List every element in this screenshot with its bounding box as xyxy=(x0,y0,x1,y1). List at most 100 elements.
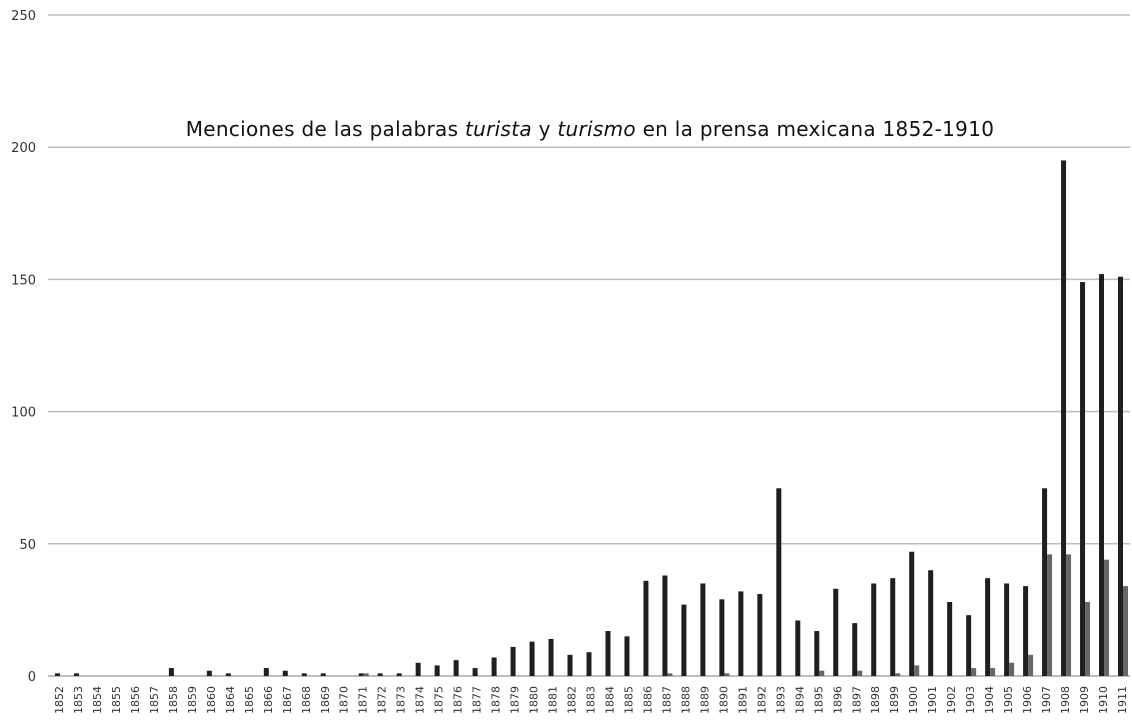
x-tick-label: 1896 xyxy=(831,686,844,714)
x-tick-label: 1858 xyxy=(167,686,180,714)
x-tick-label: 1887 xyxy=(660,686,673,714)
bar-series-1 xyxy=(225,673,231,676)
x-tick-label: 1864 xyxy=(224,686,237,714)
x-tick-label: 1869 xyxy=(319,686,332,714)
x-tick-label: 1903 xyxy=(964,686,977,714)
chart-title: Menciones de las palabras turista y turi… xyxy=(0,117,1132,141)
x-tick-label: 1879 xyxy=(509,686,522,714)
x-tick-label: 1878 xyxy=(490,686,503,714)
bar-series-1 xyxy=(624,636,630,676)
bar-series-1 xyxy=(719,599,725,676)
x-tick-label: 1874 xyxy=(414,686,427,714)
bar-series-1 xyxy=(55,673,60,676)
x-tick-label: 1901 xyxy=(926,686,939,714)
bar-series-1 xyxy=(871,583,877,676)
x-tick-label: 1890 xyxy=(717,686,730,714)
bar-series-2 xyxy=(667,673,673,676)
bar-series-1 xyxy=(1042,488,1048,676)
title-part: Menciones de las palabras xyxy=(185,117,465,141)
x-tick-label: 1857 xyxy=(148,686,161,714)
bar-series-1 xyxy=(966,615,972,676)
bar-series-1 xyxy=(472,668,478,676)
x-tick-label: 1893 xyxy=(774,686,787,714)
bar-series-1 xyxy=(263,668,269,676)
x-tick-label: 1871 xyxy=(357,686,370,714)
x-tick-label: 1873 xyxy=(395,686,408,714)
x-tick-label: 1906 xyxy=(1021,686,1034,714)
title-part-italic: turismo xyxy=(557,117,636,141)
x-tick-label: 1898 xyxy=(869,686,882,714)
x-tick-label: 1875 xyxy=(433,686,446,714)
bar-series-2 xyxy=(914,665,920,676)
bar-series-1 xyxy=(928,570,934,676)
x-tick-label: 1870 xyxy=(338,686,351,714)
bar-series-1 xyxy=(73,673,79,676)
bar-series-1 xyxy=(377,673,383,676)
bar-series-1 xyxy=(909,551,915,676)
bar-series-1 xyxy=(320,673,326,676)
x-tick-label: 1867 xyxy=(281,686,294,714)
bar-series-1 xyxy=(301,673,307,676)
bar-series-1 xyxy=(605,631,611,676)
bar-series-1 xyxy=(358,673,364,676)
bar-series-2 xyxy=(1028,654,1034,676)
x-tick-label: 1909 xyxy=(1078,686,1091,714)
bar-series-1 xyxy=(548,638,554,676)
bar-series-1 xyxy=(396,673,402,676)
bar-series-1 xyxy=(852,623,858,676)
bar-series-1 xyxy=(1023,586,1029,676)
bar-series-1 xyxy=(738,591,744,676)
bar-series-1 xyxy=(1118,276,1123,676)
bar-series-2 xyxy=(363,673,369,676)
x-tick-label: 1904 xyxy=(983,686,996,714)
bar-series-1 xyxy=(890,578,896,676)
x-tick-label: 1907 xyxy=(1040,686,1053,714)
x-tick-label: 1881 xyxy=(547,686,560,714)
bar-series-1 xyxy=(776,488,782,676)
bar-series-1 xyxy=(491,657,497,676)
bar-series-2 xyxy=(1123,586,1128,676)
x-tick-label: 1880 xyxy=(528,686,541,714)
y-tick-label: 150 xyxy=(11,273,36,288)
bar-series-1 xyxy=(206,670,212,676)
x-tick-label: 1882 xyxy=(566,686,579,714)
x-tick-label: 1876 xyxy=(452,686,465,714)
x-tick-label: 1866 xyxy=(262,686,275,714)
bar-series-1 xyxy=(453,660,459,676)
bar-series-1 xyxy=(567,654,573,676)
x-tick-label: 1884 xyxy=(603,686,616,714)
bar-series-2 xyxy=(895,673,901,676)
x-tick-label: 1872 xyxy=(376,686,389,714)
x-tick-label: 1865 xyxy=(243,686,256,714)
x-tick-label: 1853 xyxy=(72,686,85,714)
bar-series-1 xyxy=(662,575,668,676)
bar-series-1 xyxy=(795,620,801,676)
bar-series-2 xyxy=(1009,662,1015,676)
x-tick-label: 1894 xyxy=(793,686,806,714)
x-tick-label: 1883 xyxy=(585,686,598,714)
y-tick-label: 0 xyxy=(28,670,36,685)
y-tick-label: 250 xyxy=(11,9,36,24)
x-tick-label: 1886 xyxy=(641,686,654,714)
bar-series-2 xyxy=(971,668,977,676)
bar-series-1 xyxy=(947,601,953,676)
x-tick-label: 1885 xyxy=(622,686,635,714)
bar-series-1 xyxy=(1004,583,1010,676)
x-tick-label: 1856 xyxy=(129,686,142,714)
bar-series-1 xyxy=(643,580,649,676)
bar-series-1 xyxy=(833,588,839,676)
title-part: y xyxy=(531,117,558,141)
bar-series-1 xyxy=(700,583,706,676)
bar-series-1 xyxy=(1099,274,1105,676)
x-tick-label: 1895 xyxy=(812,686,825,714)
bar-series-1 xyxy=(510,646,516,676)
y-tick-label: 100 xyxy=(11,406,36,421)
x-tick-label: 1891 xyxy=(736,686,749,714)
x-tick-label: 1854 xyxy=(91,686,104,714)
x-tick-label: 1852 xyxy=(53,686,66,714)
x-tick-label: 1905 xyxy=(1002,686,1015,714)
bar-series-1 xyxy=(985,578,991,676)
x-tick-label: 1859 xyxy=(186,686,199,714)
x-tick-label: 1910 xyxy=(1097,686,1110,714)
